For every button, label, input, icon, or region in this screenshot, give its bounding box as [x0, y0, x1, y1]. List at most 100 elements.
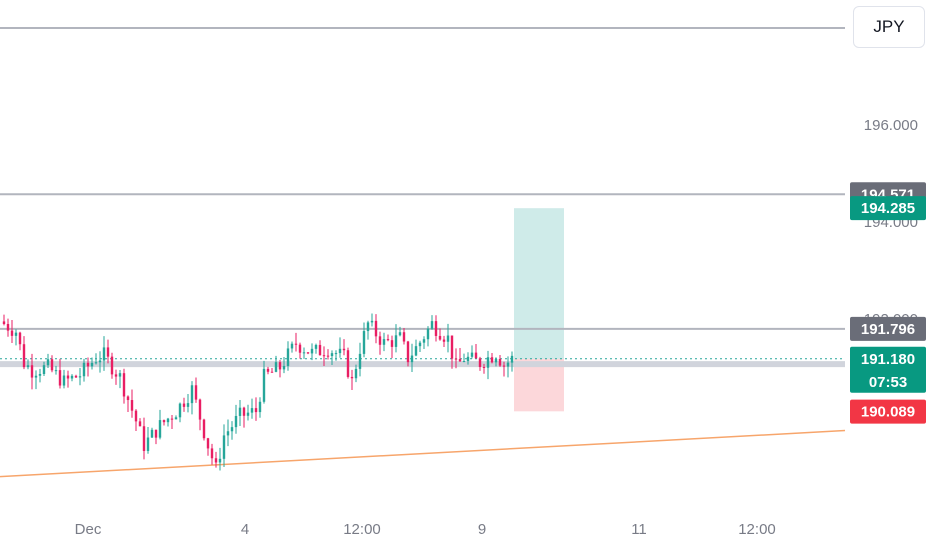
candle-body	[354, 368, 358, 379]
candle-body	[6, 324, 10, 331]
candle-body	[458, 359, 462, 362]
candle-body	[222, 435, 226, 459]
candle-body	[18, 332, 22, 345]
candle-body	[218, 458, 222, 463]
candle-body	[478, 358, 482, 367]
profit-zone	[514, 208, 564, 359]
candle-body	[114, 374, 118, 377]
candle-body	[50, 359, 54, 371]
candle-body	[498, 358, 502, 366]
candle-body	[430, 321, 434, 329]
candle-body	[286, 348, 290, 366]
candle-body	[474, 352, 478, 359]
candle-body	[450, 335, 454, 359]
candle-body	[162, 420, 166, 423]
candle-body	[482, 366, 486, 368]
candle-body	[290, 343, 294, 349]
loss-zone	[514, 358, 564, 412]
candle-body	[382, 339, 386, 345]
x-tick-label: 12:00	[343, 521, 381, 538]
candle-body	[42, 365, 46, 374]
candle-body	[310, 348, 314, 354]
x-tick-label: 11	[631, 521, 647, 538]
candle-body	[366, 322, 370, 332]
candle-body	[510, 355, 514, 363]
x-tick-label: Dec	[75, 521, 102, 538]
currency-label: JPY	[873, 17, 905, 36]
candle-body	[326, 355, 330, 357]
candle-body	[314, 344, 318, 349]
candle-body	[406, 341, 410, 363]
candle-body	[294, 343, 298, 345]
level-price-tag: 191.796	[861, 321, 915, 338]
candle-body	[338, 348, 342, 354]
x-tick-label: 12:00	[738, 521, 776, 538]
candle-body	[390, 340, 394, 347]
candle-body	[30, 365, 34, 378]
candle-body	[402, 332, 406, 342]
candle-body	[26, 365, 30, 368]
candle-body	[426, 328, 430, 340]
candle-body	[266, 368, 270, 372]
x-tick-label: 9	[478, 521, 486, 538]
candle-body	[282, 365, 286, 370]
candle-body	[210, 448, 214, 459]
candle-body	[446, 335, 450, 342]
candle-body	[110, 356, 114, 375]
candle-body	[54, 370, 58, 372]
candle-body	[470, 352, 474, 357]
candle-body	[198, 399, 202, 420]
candle-body	[190, 385, 194, 404]
candle-body	[238, 407, 242, 416]
candle-body	[186, 403, 190, 407]
currency-button[interactable]: JPY	[853, 6, 925, 48]
candle-body	[58, 370, 62, 386]
candle-body	[462, 361, 466, 363]
candle-body	[134, 410, 138, 422]
level-price-tag-bg	[850, 316, 926, 341]
candle-body	[466, 356, 470, 362]
candle-body	[206, 438, 210, 449]
candle-body	[342, 348, 346, 351]
candle-body	[142, 426, 146, 451]
candle-body	[82, 362, 86, 377]
candle-body	[10, 330, 14, 336]
candle-body	[62, 375, 66, 386]
candle-body	[86, 362, 90, 367]
candle-body	[306, 352, 310, 354]
candle-body	[490, 357, 494, 363]
candle-body	[322, 355, 326, 357]
candle-body	[74, 375, 78, 378]
candle-body	[138, 421, 142, 427]
candle-body	[386, 339, 390, 341]
candle-body	[78, 376, 82, 378]
candle-body	[414, 346, 418, 356]
candle-body	[170, 418, 174, 420]
candle-body	[374, 320, 378, 337]
candle-body	[182, 403, 186, 407]
candle-body	[94, 362, 98, 364]
candle-body	[2, 321, 6, 325]
candle-body	[442, 339, 446, 342]
candle-body	[214, 458, 218, 463]
candle-body	[486, 357, 490, 368]
candle-body	[174, 417, 178, 420]
candle-body	[438, 335, 442, 340]
candle-body	[234, 415, 238, 428]
candle-body	[150, 429, 154, 438]
candle-body	[298, 344, 302, 353]
candle-body	[262, 368, 266, 402]
candle-body	[394, 335, 398, 347]
candle-body	[178, 403, 182, 418]
candle-body	[102, 347, 106, 361]
candle-body	[118, 373, 122, 377]
candle-body	[130, 400, 134, 411]
candle-body	[410, 355, 414, 363]
candle-body	[38, 373, 42, 376]
candle-body	[506, 362, 510, 367]
price-tag: 194.285	[861, 200, 915, 217]
trend-line	[0, 429, 846, 478]
candle-body	[242, 407, 246, 416]
